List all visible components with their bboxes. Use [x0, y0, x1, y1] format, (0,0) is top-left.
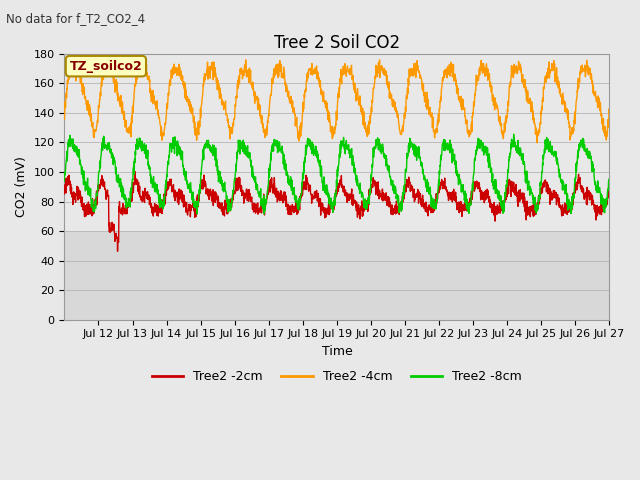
- Bar: [65, 54, 609, 231]
- Text: No data for f_T2_CO2_4: No data for f_T2_CO2_4: [6, 12, 145, 25]
- Bar: [65, 231, 609, 320]
- Text: TZ_soilco2: TZ_soilco2: [70, 60, 142, 72]
- Y-axis label: CO2 (mV): CO2 (mV): [15, 156, 28, 217]
- Title: Tree 2 Soil CO2: Tree 2 Soil CO2: [274, 34, 400, 52]
- X-axis label: Time: Time: [321, 345, 352, 358]
- Legend: Tree2 -2cm, Tree2 -4cm, Tree2 -8cm: Tree2 -2cm, Tree2 -4cm, Tree2 -8cm: [147, 365, 527, 388]
